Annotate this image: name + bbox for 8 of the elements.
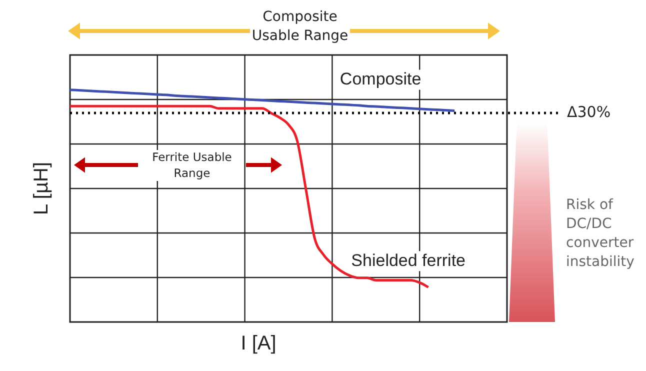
series-label: Composite (340, 69, 422, 88)
text: Composite Usable Range (250, 8, 350, 46)
series-label: Shielded ferrite (351, 250, 466, 270)
text: Risk of DC/DC converter instability (566, 196, 636, 272)
annotation: Ferrite Usable Range (148, 150, 236, 182)
ref-line-label: Δ30% (567, 102, 611, 121)
y-axis-title: L [µH] (30, 162, 53, 216)
x-axis-title: I [A] (240, 332, 276, 355)
